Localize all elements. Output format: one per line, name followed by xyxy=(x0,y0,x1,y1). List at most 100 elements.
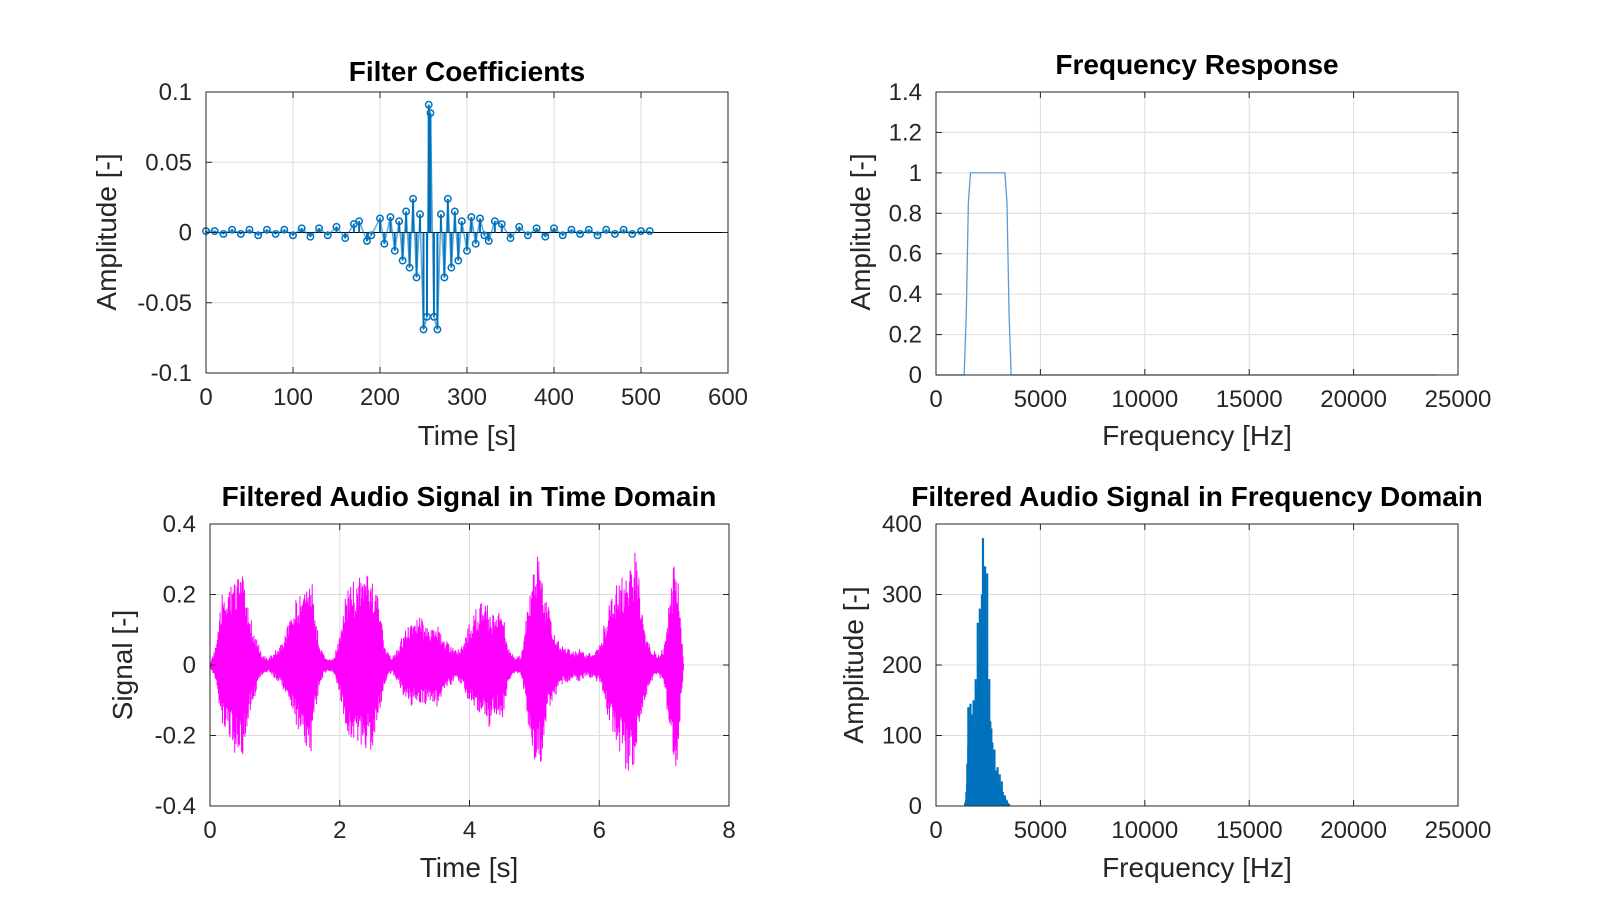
time-signal-y-label: Signal [-] xyxy=(107,610,138,721)
x-tick-label: 0 xyxy=(203,817,216,844)
x-tick-label: 20000 xyxy=(1320,386,1387,413)
frequency-response-line xyxy=(936,172,1438,376)
y-tick-label: 0 xyxy=(909,793,922,820)
y-tick-label: 100 xyxy=(882,723,922,750)
coefficients-x-label: Time [s] xyxy=(418,420,517,451)
x-tick-label: 0 xyxy=(929,386,942,413)
y-tick-label: -0.4 xyxy=(155,793,196,820)
stem-marker xyxy=(550,224,558,233)
stem-marker xyxy=(593,231,602,240)
time-signal-x-ticks: 0 2 4 6 8 xyxy=(203,524,736,844)
time-signal-x-label: Time [s] xyxy=(420,852,519,883)
y-tick-label: -0.05 xyxy=(137,290,192,317)
y-tick-label: 0 xyxy=(909,362,922,389)
stem-marker xyxy=(541,232,550,241)
stem-marker xyxy=(367,231,376,240)
x-tick-label: 0 xyxy=(199,384,212,411)
stem-marker xyxy=(332,222,341,231)
x-tick-label: 20000 xyxy=(1320,817,1387,844)
stem-marker xyxy=(341,234,350,243)
x-tick-label: 300 xyxy=(447,384,487,411)
y-tick-label: 0.4 xyxy=(163,511,196,538)
stem-marker xyxy=(306,232,315,241)
stem-marker xyxy=(254,231,263,240)
stem-marker xyxy=(567,225,576,234)
frequency-response-grid xyxy=(935,91,1459,376)
stem-marker xyxy=(497,220,506,229)
y-tick-label: 1.4 xyxy=(889,79,922,106)
response-line xyxy=(936,172,1438,376)
stem-marker xyxy=(610,229,619,238)
y-tick-label: 0.2 xyxy=(889,322,922,349)
x-tick-label: 25000 xyxy=(1425,817,1492,844)
y-tick-label: 0.2 xyxy=(163,582,196,609)
frequency-response-frame xyxy=(935,91,1459,376)
spectrum-y-ticks: 0 100 200 300 400 xyxy=(882,511,1458,820)
y-tick-label: 0.05 xyxy=(145,149,192,176)
y-tick-label: -0.2 xyxy=(155,723,196,750)
x-tick-label: 100 xyxy=(273,384,313,411)
stem-marker xyxy=(355,217,364,226)
x-tick-label: 25000 xyxy=(1425,386,1492,413)
stem-marker xyxy=(602,225,611,234)
spectrum-x-label: Frequency [Hz] xyxy=(1102,852,1292,883)
spectrum-grid xyxy=(935,523,1459,807)
y-tick-label: 0.8 xyxy=(889,200,922,227)
stem-marker xyxy=(280,225,289,234)
spectrum-title: Filtered Audio Signal in Frequency Domai… xyxy=(911,481,1482,512)
x-tick-label: 15000 xyxy=(1216,386,1283,413)
time-signal-waveform xyxy=(209,552,685,771)
frequency-response-y-ticks: 0 0.2 0.4 0.6 0.8 1 1.2 1.4 xyxy=(889,79,1458,389)
stem-marker xyxy=(532,224,541,233)
x-tick-label: 4 xyxy=(463,817,476,844)
x-tick-label: 15000 xyxy=(1216,817,1283,844)
frequency-response-y-label: Amplitude [-] xyxy=(845,153,876,310)
y-tick-label: 0.1 xyxy=(159,79,192,106)
x-tick-label: 10000 xyxy=(1111,386,1178,413)
stem-marker xyxy=(484,236,493,245)
stem-marker xyxy=(506,234,515,243)
stem-marker xyxy=(584,225,593,234)
y-tick-label: 300 xyxy=(882,582,922,609)
stem-marker xyxy=(271,229,280,238)
y-tick-label: 400 xyxy=(882,511,922,538)
coefficients-y-ticks: -0.1 -0.05 0 0.05 0.1 xyxy=(137,79,728,387)
spectrum-bars xyxy=(964,538,1011,806)
stem-marker xyxy=(490,217,499,226)
coefficients-stem-plot xyxy=(202,100,728,334)
stem-marker xyxy=(576,229,585,238)
coefficients-title: Filter Coefficients xyxy=(349,56,585,87)
stem-marker xyxy=(619,225,628,234)
x-tick-label: 600 xyxy=(708,384,748,411)
frequency-response-axes: 0 5000 10000 15000 20000 25000 0 0.2 0.4 0.6 0.8 1… xyxy=(845,49,1491,451)
spectrum-axes: 0 5000 10000 15000 20000 25000 0100200300400 … xyxy=(838,481,1491,883)
stem-marker xyxy=(315,224,324,233)
stem-marker xyxy=(262,225,271,234)
stem-marker xyxy=(219,229,228,238)
stem-marker xyxy=(289,231,297,240)
y-tick-label: 0.6 xyxy=(889,241,922,268)
stem-marker xyxy=(297,224,306,233)
frequency-response-x-ticks: 0 5000 10000 15000 20000 25000 xyxy=(929,92,1491,413)
x-tick-label: 200 xyxy=(360,384,400,411)
stem-marker xyxy=(236,229,245,238)
stem-marker xyxy=(363,236,371,245)
x-tick-label: 6 xyxy=(593,817,606,844)
waveform-line xyxy=(209,552,685,771)
x-tick-label: 5000 xyxy=(1014,386,1067,413)
coefficients-x-ticks: 0 100 200 300 400 500 600 xyxy=(199,92,748,411)
spectrum-y-label: Amplitude [-] xyxy=(838,586,869,743)
y-tick-label: 0.4 xyxy=(889,281,922,308)
x-tick-label: 5000 xyxy=(1014,817,1067,844)
x-tick-label: 500 xyxy=(621,384,661,411)
stem-marker xyxy=(480,231,489,240)
x-tick-label: 400 xyxy=(534,384,574,411)
stem-marker xyxy=(515,222,524,231)
stem-marker xyxy=(558,231,567,240)
stem-marker xyxy=(228,225,237,234)
x-tick-label: 2 xyxy=(333,817,346,844)
y-tick-label: -0.1 xyxy=(151,360,192,387)
x-tick-label: 10000 xyxy=(1111,817,1178,844)
coefficients-axes: 0 100 200 300 400 500 600 -0.1 -0.05 0 0.05 0.1 Fi… xyxy=(91,56,748,451)
